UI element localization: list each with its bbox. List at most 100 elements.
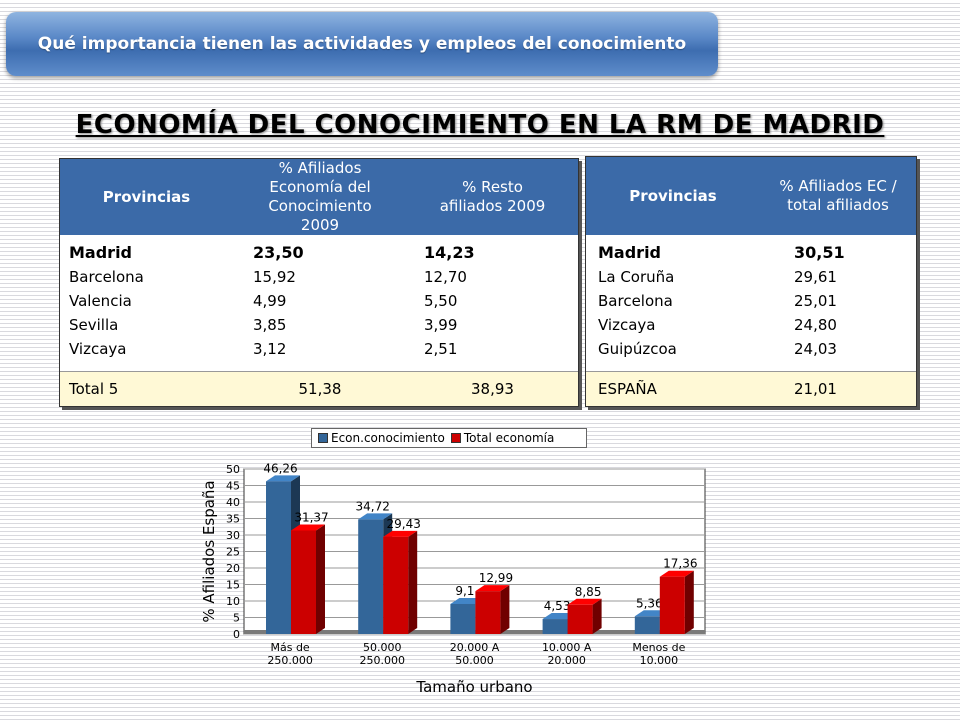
y-tick-label: 20	[226, 562, 240, 575]
x-tick-label: 10.000	[640, 654, 679, 667]
table-cell-province: Vizcaya	[69, 340, 127, 358]
y-tick-label: 30	[226, 529, 240, 542]
legend-label: Econ.conocimiento	[331, 431, 445, 445]
data-label: 12,99	[479, 571, 513, 585]
provinces-ratio-table: Provincias % Afiliados EC / total afilia…	[585, 156, 917, 407]
y-tick-label: 25	[226, 546, 240, 559]
x-tick-label: 50.000	[363, 641, 402, 654]
bar-side	[592, 598, 602, 634]
table-total-row: Total 5 51,38 38,93	[60, 371, 578, 406]
legend-item: Total economía	[450, 431, 555, 445]
data-label: 34,72	[356, 499, 390, 513]
table-cell-province: Valencia	[69, 292, 132, 310]
banner-title: Qué importancia tienen las actividades y…	[37, 34, 687, 54]
bar-top	[291, 524, 325, 531]
data-label: 46,26	[263, 461, 297, 475]
table-total-row: ESPAÑA 21,01	[586, 371, 916, 406]
y-tick-label: 10	[226, 595, 240, 608]
bar-side	[500, 585, 510, 634]
bar-side	[408, 530, 418, 634]
header-ratio: % Afiliados EC / total afiliados	[779, 177, 897, 214]
legend-swatch	[450, 433, 461, 443]
bar	[567, 604, 593, 634]
bar	[659, 576, 685, 634]
table-cell-value: 29,61	[794, 268, 837, 286]
x-tick-label: 250.000	[360, 654, 406, 667]
data-label: 9,1	[455, 584, 474, 598]
header-afiliados-ec: % Afiliados Economía del Conocimiento 20…	[268, 159, 372, 234]
table-cell-value: 12,70	[424, 268, 467, 286]
bar-top	[358, 513, 393, 520]
x-axis-label: Tamaño urbano	[415, 678, 532, 696]
legend-item: Econ.conocimiento	[318, 431, 445, 445]
table-cell-province: Madrid	[598, 243, 661, 262]
section-banner: Qué importancia tienen las actividades y…	[6, 12, 718, 76]
x-tick-label: Menos de	[632, 641, 685, 654]
header-resto-afiliados: % Resto afiliados 2009	[439, 178, 546, 215]
bar	[542, 619, 568, 634]
bar-side	[684, 570, 694, 634]
table-cell-value: 15,92	[253, 268, 296, 286]
table-cell-province: Guipúzcoa	[598, 340, 677, 358]
total-label: ESPAÑA	[598, 380, 657, 398]
header-provincias: Provincias	[629, 186, 717, 205]
total-value: 38,93	[471, 380, 514, 398]
table-cell-value: 2,51	[424, 340, 458, 358]
y-tick-label: 35	[226, 513, 240, 526]
data-label: 5,36	[636, 596, 663, 610]
x-tick-label: Más de	[270, 641, 309, 654]
total-value: 51,38	[298, 380, 342, 398]
bar-top	[475, 585, 510, 592]
table-cell-value: 24,03	[794, 340, 837, 358]
bar	[634, 616, 660, 634]
bar-top	[266, 475, 300, 482]
table-cell-value: 24,80	[794, 316, 837, 334]
bar	[358, 519, 384, 634]
table-cell-province: La Coruña	[598, 268, 675, 286]
data-label: 8,85	[575, 585, 602, 599]
x-tick-label: 50.000	[455, 654, 494, 667]
x-tick-label: 250.000	[267, 654, 313, 667]
legend-label: Total economía	[463, 431, 555, 445]
bar-top	[567, 598, 602, 605]
provinces-knowledge-table: Provincias % Afiliados Economía del Cono…	[59, 158, 579, 407]
y-tick-label: 45	[226, 480, 240, 493]
y-tick-label: 15	[226, 579, 240, 592]
data-label: 29,43	[387, 517, 421, 531]
table-cell-province: Madrid	[69, 243, 132, 262]
table-cell-value: 3,85	[253, 316, 287, 334]
table-cell-value: 25,01	[794, 292, 837, 310]
table-cell-value: 30,51	[794, 243, 845, 262]
table-body: Madrid La Coruña Barcelona Vizcaya Guipú…	[586, 235, 916, 371]
page-title: ECONOMÍA DEL CONOCIMIENTO EN LA RM DE MA…	[75, 110, 885, 140]
table-cell-province: Barcelona	[69, 268, 144, 286]
total-label: Total 5	[69, 380, 119, 398]
bar	[291, 530, 316, 634]
table-cell-value: 23,50	[253, 243, 304, 262]
table-body: Madrid Barcelona Valencia Sevilla Vizcay…	[60, 235, 578, 371]
y-tick-label: 5	[233, 612, 240, 625]
table-cell-value: 4,99	[253, 292, 287, 310]
table-cell-province: Vizcaya	[598, 316, 656, 334]
bar	[475, 591, 501, 634]
bar	[266, 481, 291, 634]
data-label: 17,36	[663, 557, 697, 571]
y-axis-label: % Afiliados España	[200, 480, 218, 622]
bar-top	[383, 530, 418, 537]
table-header: Provincias % Afiliados EC / total afilia…	[586, 157, 916, 235]
data-label: 31,37	[294, 510, 328, 524]
table-cell-province: Barcelona	[598, 292, 673, 310]
table-cell-value: 3,99	[424, 316, 458, 334]
table-header: Provincias % Afiliados Economía del Cono…	[60, 159, 578, 235]
total-value: 21,01	[794, 380, 837, 398]
header-provincias: Provincias	[102, 187, 191, 206]
table-cell-value: 3,12	[253, 340, 287, 358]
chart-legend: Econ.conocimiento Total economía	[311, 428, 587, 448]
bar	[383, 536, 409, 634]
y-tick-label: 0	[233, 628, 240, 641]
table-cell-value: 5,50	[424, 292, 458, 310]
x-tick-label: 10.000 A	[542, 641, 592, 654]
x-tick-label: 20.000	[547, 654, 586, 667]
y-tick-label: 50	[226, 463, 240, 476]
